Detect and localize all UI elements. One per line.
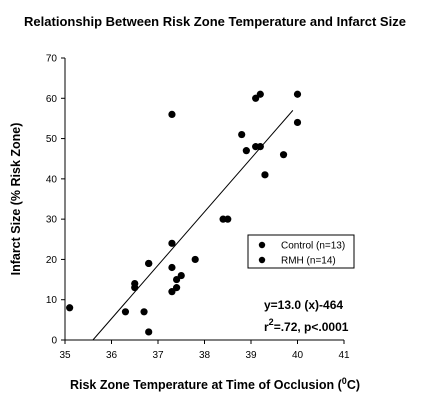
chart-title: Relationship Between Risk Zone Temperatu…: [24, 14, 406, 29]
y-ticks: 0 10 20 30 40 50 60 70: [46, 54, 65, 347]
y-tick-label: 60: [46, 94, 58, 105]
regression-line: [92, 110, 294, 341]
y-tick-label: 50: [46, 134, 58, 145]
r-squared-rest: =.72, p<.0001: [274, 320, 349, 334]
equation-text: y=13.0 (x)-464: [264, 298, 343, 312]
regression-annotation: y=13.0 (x)-464 r2=.72, p<.0001: [264, 298, 349, 334]
x-tick-label: 35: [59, 350, 71, 361]
y-tick-label: 0: [51, 336, 57, 347]
x-tick-label: 36: [106, 350, 118, 361]
data-point: [168, 239, 176, 247]
legend: Control (n=13) RMH (n=14): [247, 234, 355, 269]
data-point: [261, 171, 269, 179]
points-layer: [66, 90, 302, 336]
data-point: [140, 308, 148, 316]
data-point: [168, 288, 176, 296]
data-point: [252, 94, 260, 102]
x-tick-label: 40: [292, 350, 304, 361]
y-tick-label: 30: [46, 215, 58, 226]
r-squared-text: r2=.72, p<.0001: [264, 317, 349, 334]
data-point: [242, 147, 250, 155]
data-point: [256, 90, 264, 98]
data-point: [224, 215, 232, 223]
legend-box: [247, 234, 355, 269]
legend-label-control: Control (n=13): [281, 241, 345, 252]
x-ticks: 35 36 37 38 39 40 41: [59, 340, 350, 361]
r-squared-r: r: [264, 320, 269, 334]
x-tick-label: 37: [152, 350, 164, 361]
x-tick-label: 41: [338, 350, 350, 361]
y-tick-label: 10: [46, 295, 58, 306]
x-axis-unit-sup: 0: [342, 376, 347, 386]
data-point: [66, 304, 74, 312]
x-tick-label: 38: [199, 350, 211, 361]
data-point: [173, 284, 181, 292]
x-axis-title: Risk Zone Temperature at Time of Occlusi…: [70, 376, 360, 392]
data-point: [293, 90, 302, 98]
data-point: [256, 143, 264, 151]
data-point: [121, 308, 130, 316]
x-axis-title-text: Risk Zone Temperature at Time of Occlusi…: [70, 378, 334, 392]
data-point: [168, 263, 176, 272]
r-squared-sup: 2: [269, 317, 274, 327]
data-point: [191, 255, 199, 264]
y-tick-label: 20: [46, 255, 58, 266]
x-axis-unit-prefix: (: [334, 378, 342, 392]
y-tick-label: 70: [46, 54, 58, 65]
data-point: [173, 275, 181, 284]
x-tick-label: 39: [245, 350, 257, 361]
legend-label-rmh: RMH (n=14): [281, 256, 336, 267]
legend-marker-control: [258, 241, 266, 249]
data-point: [279, 151, 288, 159]
data-point: [177, 271, 185, 280]
x-axis-unit-suffix: C): [347, 378, 360, 392]
data-point: [238, 130, 246, 139]
legend-marker-rmh: [258, 256, 266, 264]
y-tick-label: 40: [46, 174, 58, 185]
data-point: [145, 259, 153, 268]
data-point: [168, 110, 176, 118]
y-axis-title: Infarct Size (% Risk Zone): [9, 123, 23, 276]
data-point: [293, 118, 302, 127]
data-point: [131, 284, 139, 292]
data-point: [145, 328, 153, 336]
